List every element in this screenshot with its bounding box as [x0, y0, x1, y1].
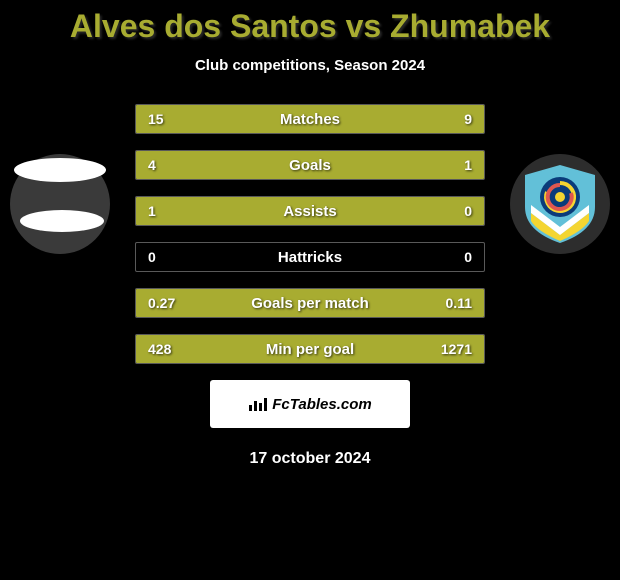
bar-fill-left: [136, 289, 383, 317]
bar-fill-right: [383, 289, 484, 317]
page-subtitle: Club competitions, Season 2024: [0, 57, 620, 74]
page-title: Alves dos Santos vs Zhumabek: [0, 0, 620, 45]
stat-value-right: 0: [464, 249, 472, 265]
chart-icon: [248, 396, 268, 412]
bar-fill-left: [136, 151, 414, 179]
stat-bars: Matches159 Goals41 Assists10 Hattricks0 0 Goa…: [135, 104, 485, 364]
bar-fill-right: [414, 151, 484, 179]
bar-fill-left: [136, 197, 484, 225]
comparison-panel: Matches159 Goals41 Assists10 Hattricks0 0 Goa…: [0, 104, 620, 364]
bar-fill-right: [354, 105, 485, 133]
player-left-avatar: [10, 154, 110, 254]
stat-row: Goals41: [135, 150, 485, 180]
stat-row: Matches159: [135, 104, 485, 134]
stat-row: Assists10: [135, 196, 485, 226]
bar-fill-left: [136, 335, 224, 363]
bar-fill-right: [224, 335, 484, 363]
stat-row: Hattricks0 0: [135, 242, 485, 272]
player-right-avatar: [510, 154, 610, 254]
brand-text: FcTables.com: [272, 396, 371, 413]
bar-fill-left: [136, 105, 354, 133]
brand-badge: FcTables.com: [210, 380, 410, 428]
stat-value-left: 0: [148, 249, 156, 265]
club-crest-icon: [521, 163, 599, 245]
stat-label: Hattricks: [136, 249, 484, 266]
stat-row: Goals per match0.270.11: [135, 288, 485, 318]
footer-date: 17 october 2024: [0, 450, 620, 468]
stat-row: Min per goal4281271: [135, 334, 485, 364]
